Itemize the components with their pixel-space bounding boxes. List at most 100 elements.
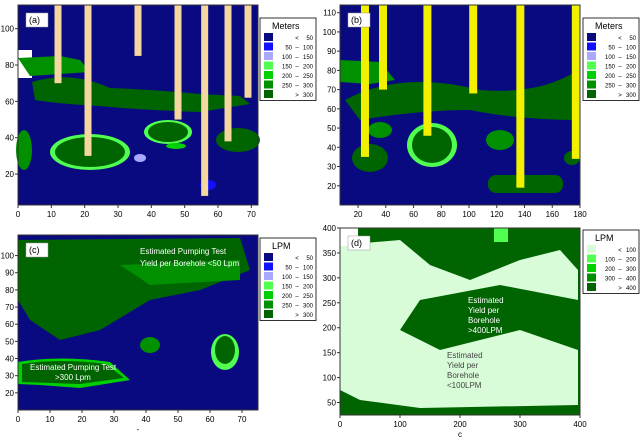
- x-tick-label: 100: [462, 210, 476, 219]
- y-tick-label: 100: [1, 25, 15, 34]
- panel-label: (a): [29, 15, 40, 25]
- borehole-marker: [423, 5, 432, 136]
- legend-range-high: 400: [626, 286, 637, 292]
- panel-b: [340, 5, 580, 205]
- x-axis-label: -: [137, 425, 140, 434]
- legend-range-low: 50: [285, 46, 292, 52]
- x-tick-label: 60: [214, 210, 223, 219]
- borehole-marker: [54, 5, 62, 84]
- legend-swatch: [587, 264, 596, 272]
- legend-swatch: [264, 52, 273, 60]
- borehole-marker: [516, 5, 525, 188]
- y-tick-label: 200: [323, 324, 337, 333]
- annotation: >400LPM: [468, 326, 503, 335]
- legend-range-high: 300: [303, 304, 314, 310]
- x-axis-label: c: [458, 430, 462, 438]
- borehole-marker: [201, 5, 209, 196]
- legend-range-high: 100: [626, 46, 637, 52]
- y-tick-label: 30: [5, 372, 14, 381]
- y-tick-label: 90: [5, 269, 14, 278]
- contour-zone: [352, 144, 388, 172]
- x-tick-label: 20: [78, 415, 87, 424]
- y-tick-label: 250: [323, 299, 337, 308]
- annotation: <100LPM: [447, 381, 482, 390]
- y-tick-label: 40: [5, 134, 14, 143]
- annotation: Borehole: [447, 371, 480, 380]
- legend-range-op: –: [618, 267, 622, 273]
- contour-zone: [148, 122, 188, 142]
- contour-zone: [140, 337, 160, 353]
- annotation: Estimated: [468, 296, 504, 305]
- legend-range-op: <: [618, 36, 622, 42]
- contour-zone: [340, 240, 578, 408]
- y-tick-label: 80: [327, 66, 336, 75]
- legend-range-op: –: [618, 84, 622, 90]
- legend-swatch: [264, 42, 273, 51]
- annotation: >300 Lpm: [55, 373, 91, 382]
- y-tick-label: 300: [323, 274, 337, 283]
- x-tick-label: 140: [518, 210, 532, 219]
- legend-range-low: 200: [282, 294, 293, 300]
- borehole-marker: [84, 5, 92, 156]
- legend-range-op: –: [618, 258, 622, 264]
- legend-range-low: 50: [285, 266, 292, 272]
- x-tick-label: 70: [247, 210, 256, 219]
- y-tick-label: 70: [327, 86, 336, 95]
- legend-range-op: –: [618, 277, 622, 283]
- x-tick-label: 50: [180, 210, 189, 219]
- legend-swatch: [264, 272, 273, 280]
- legend-range-high: 250: [303, 74, 314, 80]
- x-tick-label: 160: [546, 210, 560, 219]
- annotation: Yield per Borehole <50 Lpm: [140, 259, 239, 268]
- panel-label-box: [25, 12, 49, 28]
- x-tick-label: 0: [16, 210, 21, 219]
- legend-range-op: –: [618, 65, 622, 71]
- legend-range-op: –: [295, 65, 299, 71]
- legend-swatch: [587, 71, 596, 79]
- legend-range-low: 150: [282, 285, 293, 291]
- legend-range-high: 300: [626, 267, 637, 273]
- legend-range-high: 200: [303, 65, 314, 71]
- x-tick-label: 10: [46, 415, 55, 424]
- legend-range-high: 200: [303, 285, 314, 291]
- y-tick-label: 50: [5, 337, 14, 346]
- legend-range-op: >: [618, 286, 622, 292]
- legend-range-op: –: [295, 84, 299, 90]
- y-tick-label: 30: [327, 163, 336, 172]
- legend-title: LPM: [595, 233, 614, 243]
- legend-range-op: –: [295, 294, 299, 300]
- panel-d: Estimated Yield per Borehole >400LPM Est…: [340, 228, 580, 415]
- legend-swatch: [587, 42, 596, 51]
- x-tick-label: 20: [80, 210, 89, 219]
- y-tick-label: 400: [323, 224, 337, 233]
- legend-range-low: 100: [282, 275, 293, 281]
- legend-range-op: –: [295, 55, 299, 61]
- panel-c: Estimated Pumping Test Yield per Borehol…: [18, 235, 258, 410]
- y-tick-label: 60: [327, 105, 336, 114]
- y-tick-label: 80: [5, 61, 14, 70]
- y-tick-label: 60: [5, 97, 14, 106]
- legend-range-high: 300: [303, 93, 314, 99]
- legend-range-op: >: [295, 93, 299, 99]
- legend-range-op: >: [618, 93, 622, 99]
- legend-range-op: –: [295, 275, 299, 281]
- legend-swatch: [587, 80, 596, 89]
- y-tick-label: 50: [327, 124, 336, 133]
- legend-range-op: –: [618, 74, 622, 80]
- y-tick-label: 50: [327, 399, 336, 408]
- legend-range-high: 50: [629, 36, 636, 42]
- legend-range-high: 150: [626, 55, 637, 61]
- legend-swatch: [264, 61, 273, 70]
- legend-swatch: [264, 262, 273, 271]
- borehole-marker: [379, 5, 388, 90]
- legend-range-low: 250: [282, 84, 293, 90]
- panel-label-box: [25, 242, 49, 258]
- x-tick-label: 40: [147, 210, 156, 219]
- legend-swatch: [587, 254, 596, 263]
- panel-label-box: [347, 235, 371, 251]
- contour-zone: [486, 130, 514, 150]
- legend-swatch: [587, 273, 596, 282]
- legend-range-high: 100: [626, 248, 637, 254]
- legend-range-low: 100: [605, 258, 616, 264]
- y-tick-label: 20: [327, 182, 336, 191]
